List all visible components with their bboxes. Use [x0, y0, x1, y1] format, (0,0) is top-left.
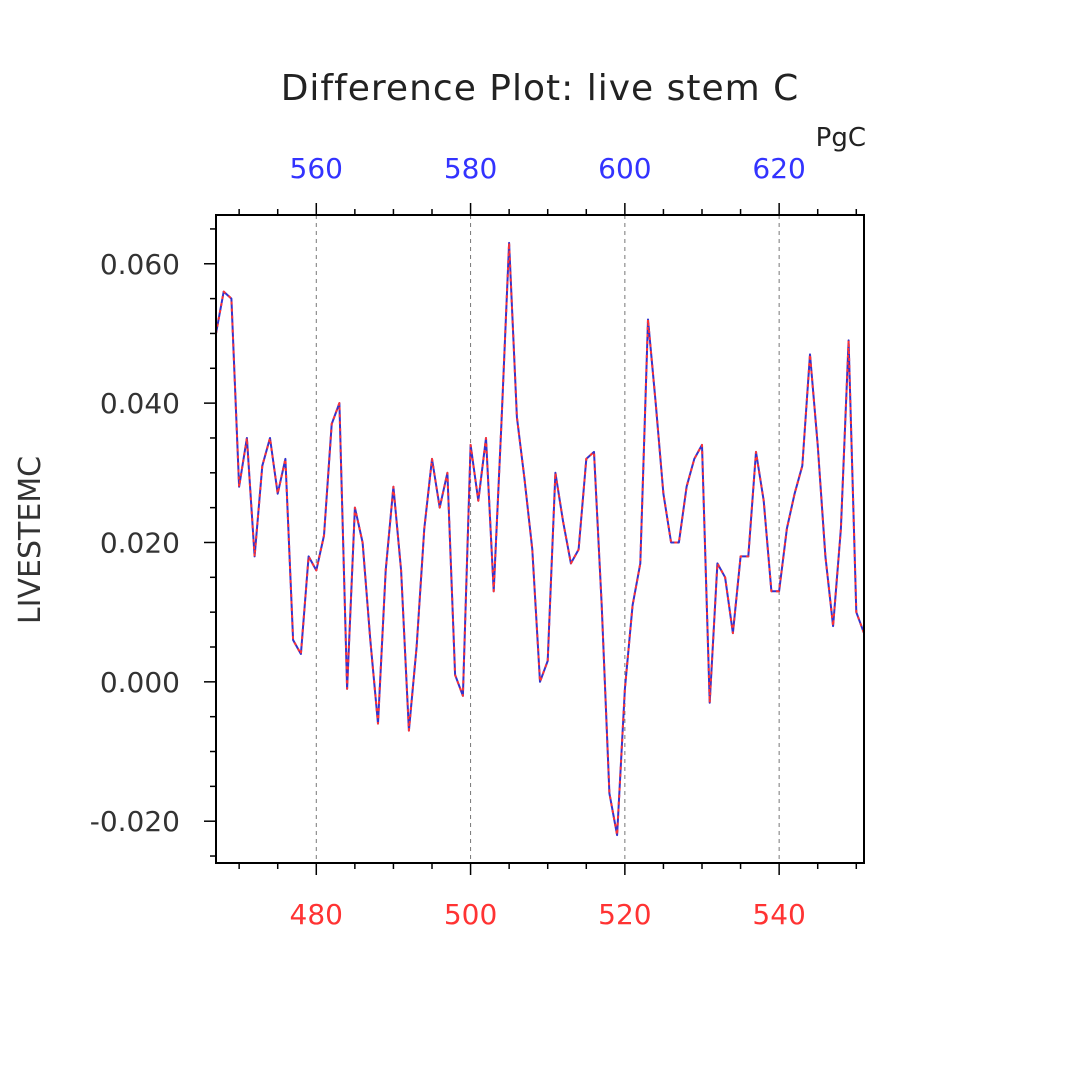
plot-frame — [215, 214, 865, 864]
y-axis-label: LIVESTEMC — [13, 456, 48, 624]
top-tick-label: 580 — [444, 152, 497, 185]
top-tick-label: 600 — [598, 152, 651, 185]
series-line-1 — [215, 241, 865, 837]
bottom-tick-label: 480 — [290, 898, 343, 931]
y-tick-label: 0.040 — [100, 387, 180, 420]
top-tick-label: 560 — [290, 152, 343, 185]
axis-ticks — [204, 203, 858, 875]
top-tick-label: 620 — [752, 152, 805, 185]
series-layer — [215, 241, 865, 837]
y-tick-label: 0.000 — [100, 666, 180, 699]
y-tick-label: 0.060 — [100, 248, 180, 281]
bottom-tick-label: 520 — [598, 898, 651, 931]
bottom-tick-label: 500 — [444, 898, 497, 931]
vertical-grid — [315, 215, 780, 863]
units-label: PgC — [816, 123, 866, 153]
tick-labels: -0.020 0.000 0.020 0.040 0.060 480 500 520 540 56… — [90, 152, 806, 931]
y-tick-label: -0.020 — [90, 805, 180, 838]
series-line-0 — [215, 241, 865, 837]
y-tick-label: 0.020 — [100, 526, 180, 559]
chart-title: Difference Plot: live stem C — [281, 68, 800, 109]
bottom-tick-label: 540 — [752, 898, 805, 931]
